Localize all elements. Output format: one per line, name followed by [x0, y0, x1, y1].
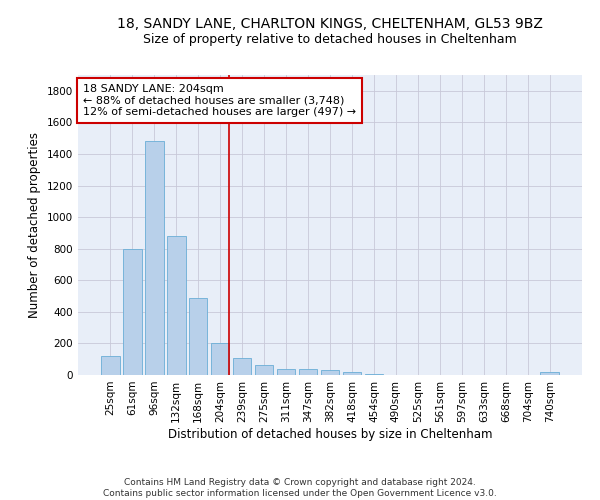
Bar [189, 298, 208, 375]
Bar [255, 364, 274, 375]
Bar [145, 142, 164, 375]
Bar [343, 372, 361, 375]
Text: 18, SANDY LANE, CHARLTON KINGS, CHELTENHAM, GL53 9BZ: 18, SANDY LANE, CHARLTON KINGS, CHELTENH… [117, 18, 543, 32]
Bar [123, 248, 142, 375]
X-axis label: Distribution of detached houses by size in Cheltenham: Distribution of detached houses by size … [168, 428, 492, 440]
Bar [211, 342, 229, 375]
Bar [101, 356, 119, 375]
Bar [167, 236, 185, 375]
Text: Size of property relative to detached houses in Cheltenham: Size of property relative to detached ho… [143, 32, 517, 46]
Y-axis label: Number of detached properties: Number of detached properties [28, 132, 41, 318]
Bar [233, 358, 251, 375]
Bar [299, 370, 317, 375]
Bar [541, 372, 559, 375]
Bar [277, 368, 295, 375]
Text: 18 SANDY LANE: 204sqm
← 88% of detached houses are smaller (3,748)
12% of semi-d: 18 SANDY LANE: 204sqm ← 88% of detached … [83, 84, 356, 117]
Bar [365, 374, 383, 375]
Text: Contains HM Land Registry data © Crown copyright and database right 2024.
Contai: Contains HM Land Registry data © Crown c… [103, 478, 497, 498]
Bar [320, 370, 340, 375]
